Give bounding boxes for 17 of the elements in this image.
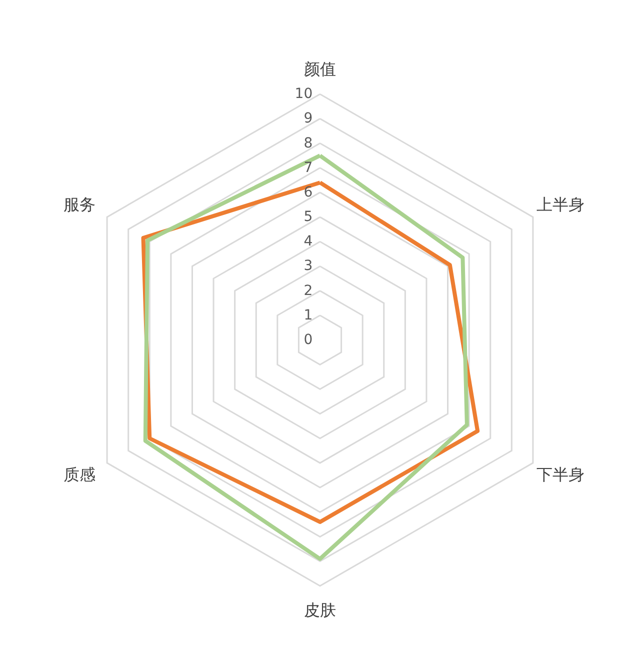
y-tick-label: 6 — [304, 184, 313, 200]
y-tick-label: 0 — [304, 332, 313, 348]
y-tick-label: 1 — [304, 307, 313, 324]
y-tick-label: 4 — [304, 234, 313, 250]
y-tick-label: 9 — [304, 110, 313, 127]
y-tick-label: 10 — [294, 86, 313, 102]
spoke-label: 皮肤 — [304, 600, 336, 620]
y-tick-label: 3 — [304, 258, 313, 274]
y-tick-label: 5 — [304, 209, 313, 226]
y-tick-label: 8 — [304, 135, 313, 152]
spoke-label: 下半身 — [536, 465, 585, 484]
spoke-label: 质感 — [63, 465, 96, 484]
y-tick-label: 7 — [304, 160, 313, 176]
spoke-label: 上半身 — [536, 194, 585, 214]
spoke-label: 服务 — [63, 194, 96, 214]
spoke-label: 颜值 — [304, 60, 336, 79]
y-tick-label: 2 — [304, 282, 313, 299]
